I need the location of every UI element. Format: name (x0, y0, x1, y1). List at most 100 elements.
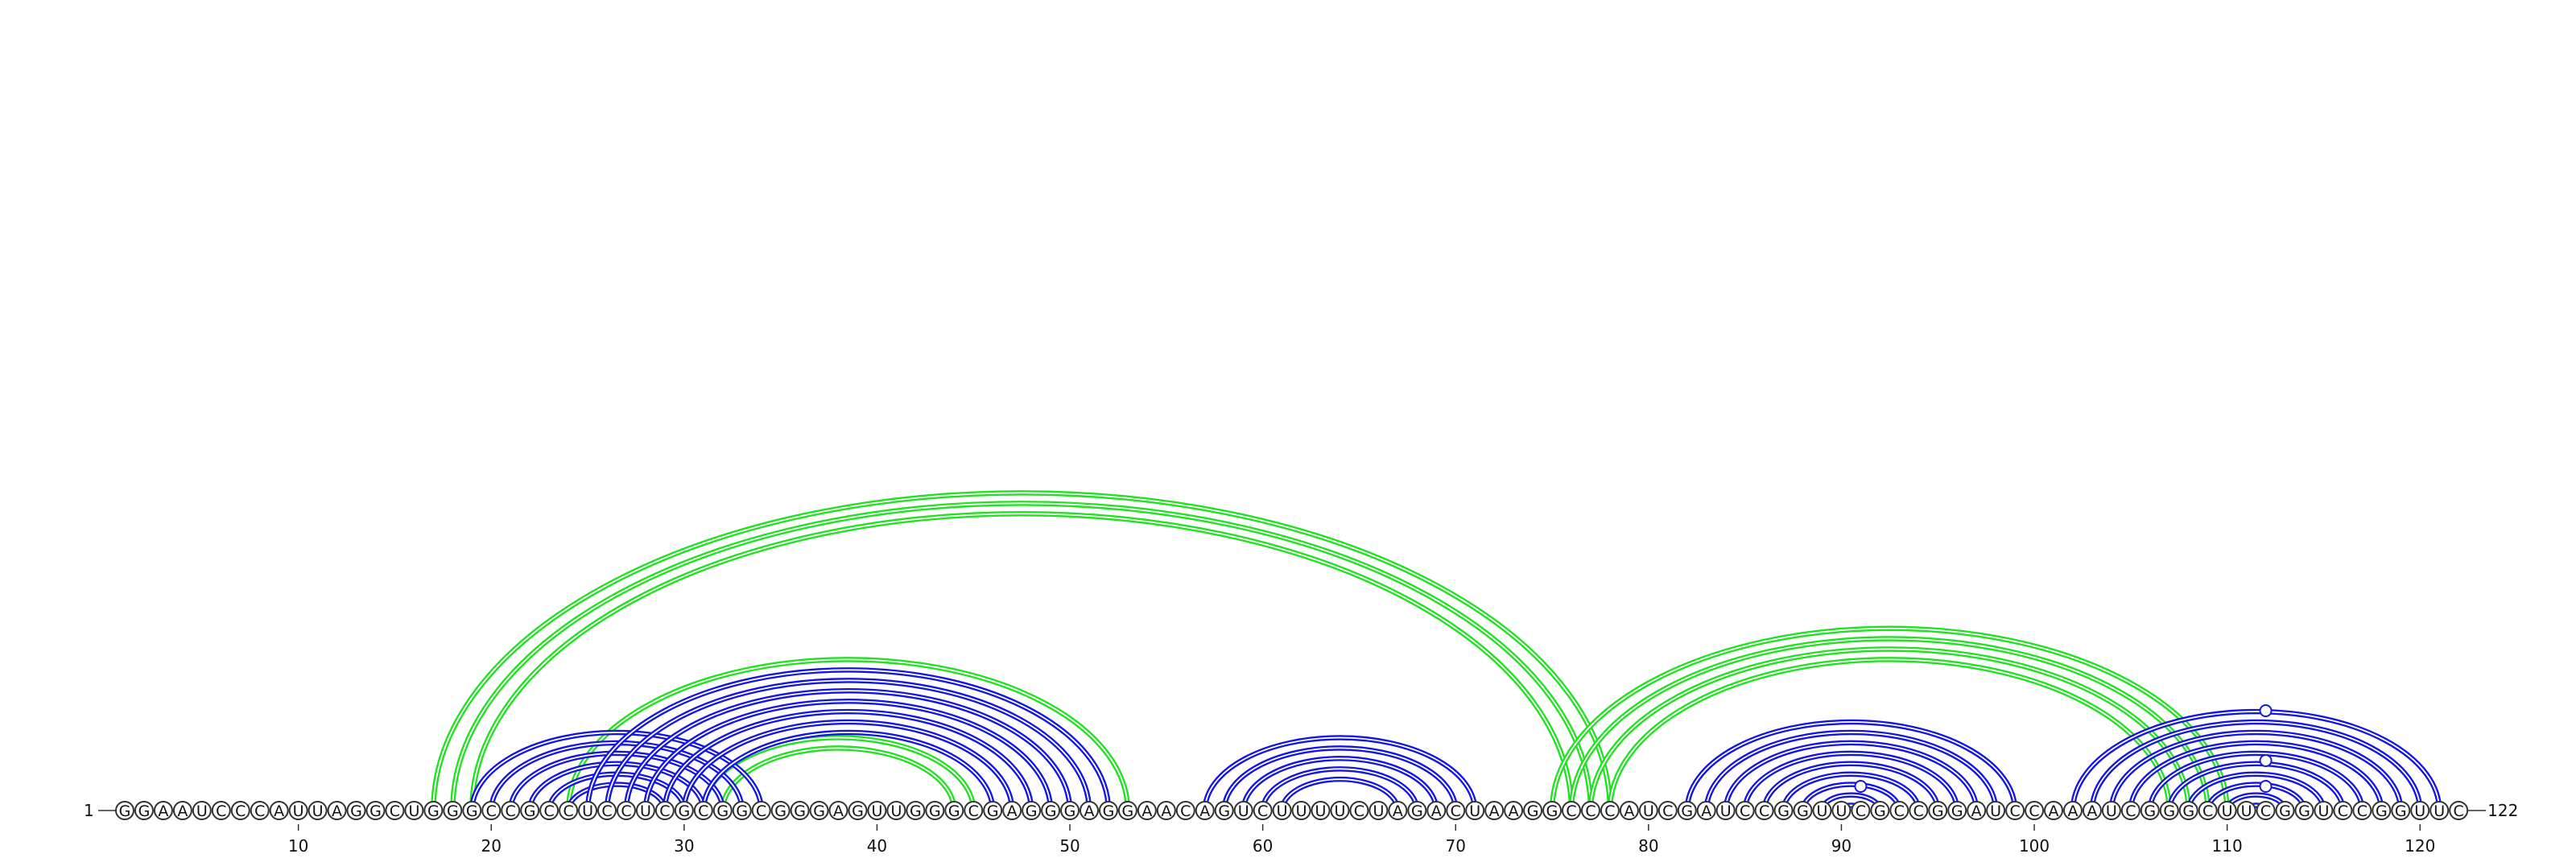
nucleotide-letter: U (871, 802, 882, 820)
nucleotide: A (1003, 802, 1021, 820)
nucleotide: A (2064, 802, 2082, 820)
nucleotide-letter: G (1932, 802, 1944, 820)
nucleotide-letter: U (293, 802, 304, 820)
nucleotide: A (1389, 802, 1406, 820)
nucleotide: A (1505, 802, 1522, 820)
nucleotide-letter: U (2414, 802, 2425, 820)
nucleotide: C (1890, 802, 1908, 820)
nucleotide-letter: U (1469, 802, 1480, 820)
nucleotide: A (1485, 802, 1503, 820)
nucleotide-letter: C (756, 802, 766, 820)
nucleotide-letter: A (1624, 802, 1634, 820)
nucleotide-letter: U (1817, 802, 1828, 820)
nucleotide: A (1427, 802, 1445, 820)
nucleotide-letter: U (196, 802, 208, 820)
nucleotide-letter: G (813, 802, 825, 820)
nucleotide: G (2141, 802, 2159, 820)
nucleotide-letter: C (543, 802, 554, 820)
nucleotide-letter: A (274, 802, 284, 820)
nucleotide: A (1080, 802, 1098, 820)
nucleotide-letter: U (890, 802, 902, 820)
nucleotide-letter: A (2049, 802, 2059, 820)
nucleotide: G (444, 802, 461, 820)
nucleotide-letter: U (1238, 802, 1249, 820)
nucleotide: C (232, 802, 250, 820)
nucleotide-letter: G (948, 802, 960, 820)
nucleotide-letter: U (312, 802, 324, 820)
nucleotide-letter: G (447, 802, 459, 820)
nucleotide: C (617, 802, 635, 820)
nucleotide-letter: C (1566, 802, 1576, 820)
nucleotide-letter: G (2182, 802, 2194, 820)
loop-marker (2260, 705, 2272, 716)
nucleotide: A (2083, 802, 2101, 820)
sequence-start-label: 1 (84, 801, 94, 820)
nucleotide-letter: G (2144, 802, 2156, 820)
nucleotide-letter: G (1122, 802, 1134, 820)
nucleotide-letter: G (138, 802, 151, 820)
axis-tick-label: 100 (2019, 836, 2050, 856)
nucleotide-letter: G (369, 802, 382, 820)
nucleotide-letter: C (1856, 802, 1866, 820)
nucleotide: U (1813, 802, 1831, 820)
nucleotide: G (906, 802, 924, 820)
axis-tick-label: 70 (1446, 836, 1466, 856)
nucleotide: A (328, 802, 346, 820)
nucleotide: C (386, 802, 403, 820)
nucleotide-letter: G (678, 802, 690, 820)
nucleotide: C (1659, 802, 1677, 820)
nucleotide-letter: C (2260, 802, 2271, 820)
nucleotide-letter: G (1777, 802, 1790, 820)
nucleotide: U (290, 802, 308, 820)
nucleotide-letter: A (1141, 802, 1152, 820)
nucleotide: G (1775, 802, 1793, 820)
nucleotide: G (984, 802, 1001, 820)
nucleotide-letter: C (216, 802, 226, 820)
nucleotide: C (2025, 802, 2043, 820)
nucleotide: C (695, 802, 712, 820)
nucleotide-letter: G (2298, 802, 2310, 820)
nucleotide-letter: C (1451, 802, 1461, 820)
nucleotide-letter: G (1411, 802, 1423, 820)
nucleotide-letter: C (621, 802, 631, 820)
sequence-end-label: 122 (2487, 801, 2518, 820)
nucleotide: A (1196, 802, 1214, 820)
nucleotide-letter: G (1951, 802, 1963, 820)
nucleotide: C (1447, 802, 1464, 820)
nucleotide: G (1524, 802, 1542, 820)
nucleotide-letter: G (466, 802, 478, 820)
nucleotide-letter: U (582, 802, 593, 820)
nucleotide: G (2180, 802, 2198, 820)
nucleotide: C (559, 802, 577, 820)
nucleotide: U (2430, 802, 2448, 820)
nucleotide-letter: U (1835, 802, 1847, 820)
nucleotide: C (1601, 802, 1619, 820)
nucleotide: G (733, 802, 751, 820)
nucleotide: C (753, 802, 770, 820)
nucleotide-letter: A (1489, 802, 1500, 820)
nucleotide: G (1119, 802, 1137, 820)
nucleotide: C (213, 802, 230, 820)
nucleotide-letter: U (2241, 802, 2252, 820)
nucleotide-letter: G (987, 802, 999, 820)
nucleotide: C (656, 802, 674, 820)
axis-tick-label: 40 (867, 836, 887, 856)
nucleotide: G (1948, 802, 1966, 820)
nucleotide-letter: G (1874, 802, 1886, 820)
nucleotide-letter: G (1218, 802, 1230, 820)
nucleotide-letter: C (2009, 802, 2020, 820)
nucleotide: C (2122, 802, 2140, 820)
nucleotide-letter: G (910, 802, 922, 820)
nucleotide-letter: U (1277, 802, 1288, 820)
nucleotide: U (309, 802, 327, 820)
nucleotide: U (1369, 802, 1387, 820)
nucleotide: U (868, 802, 886, 820)
nucleotide: G (811, 802, 828, 820)
nucleotide: G (1022, 802, 1040, 820)
nucleotide-letter: C (1894, 802, 1905, 820)
nucleotide: A (1698, 802, 1715, 820)
nucleotide-letter: G (1527, 802, 1539, 820)
nucleotide-letter: C (235, 802, 246, 820)
nucleotide-letter: A (158, 802, 168, 820)
nucleotide-letter: G (427, 802, 440, 820)
